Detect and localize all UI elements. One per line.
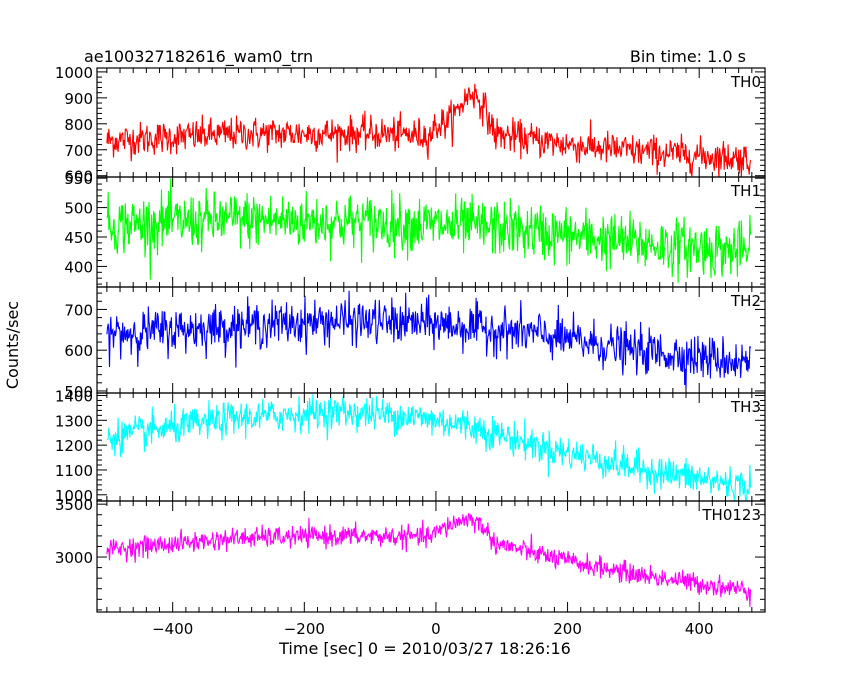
panel-th1: 400 450 500 550 TH1 [64,170,766,288]
panel-label-th1: TH1 [730,182,761,200]
y-tick-label: 600 [64,342,93,360]
y-tick-label: 1200 [55,437,93,455]
panel-frame [96,500,766,613]
x-tick-label: −400 [152,620,193,638]
y-tick-label: 500 [64,200,93,218]
series-line-th0123 [106,512,752,607]
y-tick-label: 550 [64,170,93,188]
panel-label-th0: TH0 [730,73,761,91]
bin-time-label: Bin time: 1.0 s [630,47,746,66]
y-tick-label: 600 [64,168,93,186]
panel-th3: 1000 1100 1200 1300 1400 TH3 [55,387,766,505]
panel-th0123: 3000 3500 TH0123 [55,496,766,613]
x-tick-label: −200 [284,620,325,638]
panel-th0: 600 700 800 900 1000 TH0 [55,64,766,186]
x-tick-label: 400 [685,620,714,638]
x-axis-label: Time [sec] 0 = 2010/03/27 18:26:16 [278,639,571,658]
y-tick-label: 700 [64,301,93,319]
y-tick-label: 500 [64,383,93,401]
series-line-th1 [106,178,752,283]
panel-label-th3: TH3 [730,398,761,416]
y-tick-label: 400 [64,258,93,276]
y-tick-label: 900 [64,90,93,108]
x-tick-label: 0 [431,620,441,638]
series-line-th0 [106,83,752,177]
panel-frame [96,392,766,502]
panel-frame [96,286,766,394]
panel-th2: 500 600 700 TH2 [64,286,766,401]
y-tick-label: 3500 [55,496,93,514]
y-axis-label: Counts/sec [3,301,22,389]
x-tick-label: 200 [553,620,582,638]
y-tick-label: 1000 [55,487,93,505]
y-tick-label: 700 [64,142,93,160]
y-tick-label: 1100 [55,462,93,480]
y-tick-label: 450 [64,229,93,247]
series-line-th3 [106,394,752,501]
y-tick-label: 1300 [55,412,93,430]
panel-label-th0123: TH0123 [701,506,761,524]
panel-label-th2: TH2 [730,292,761,310]
panels-group: 600 700 800 900 1000 TH0 400 450 500 550 TH1 500 600… [55,64,766,613]
observation-id-title: ae100327182616_wam0_trn [84,47,313,67]
y-tick-label: 1400 [55,387,93,405]
y-tick-label: 3000 [55,549,93,567]
y-tick-label: 1000 [55,64,93,82]
y-tick-label: 800 [64,116,93,134]
series-line-th2 [106,290,752,390]
x-axis: −400 −200 0 200 400 [152,620,713,638]
